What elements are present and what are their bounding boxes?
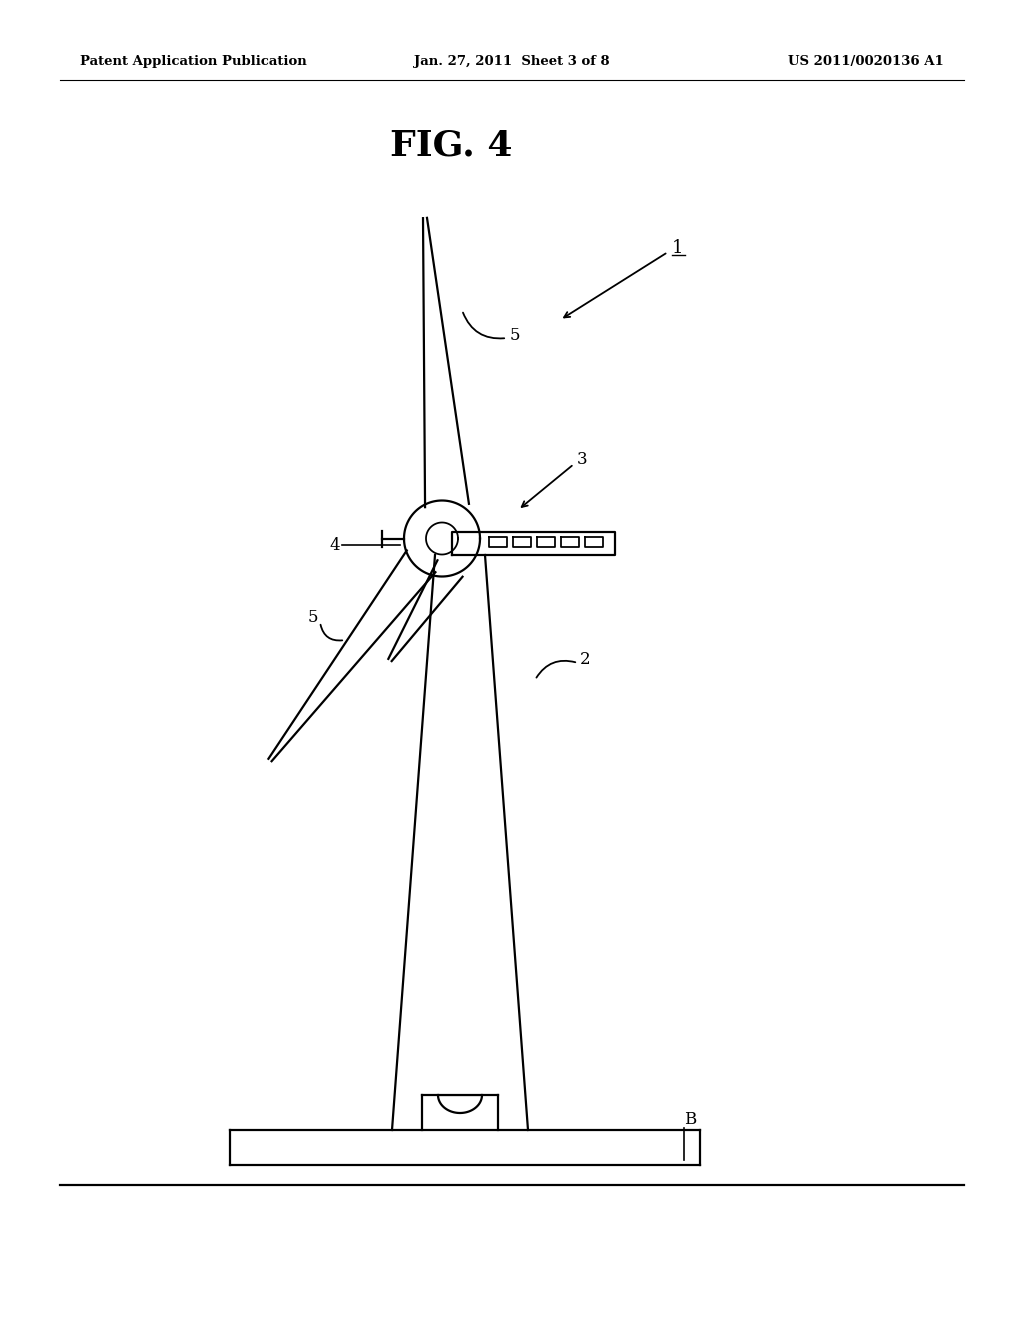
Text: 2: 2 [580, 652, 591, 668]
Text: 1: 1 [672, 239, 683, 257]
Text: US 2011/0020136 A1: US 2011/0020136 A1 [788, 55, 944, 69]
Text: 5: 5 [307, 610, 318, 627]
Text: Jan. 27, 2011  Sheet 3 of 8: Jan. 27, 2011 Sheet 3 of 8 [414, 55, 610, 69]
Text: Patent Application Publication: Patent Application Publication [80, 55, 307, 69]
Text: B: B [684, 1111, 696, 1129]
Text: 4: 4 [330, 536, 340, 553]
Text: 5: 5 [510, 326, 520, 343]
Text: 3: 3 [577, 451, 588, 469]
Text: FIG. 4: FIG. 4 [390, 128, 512, 162]
